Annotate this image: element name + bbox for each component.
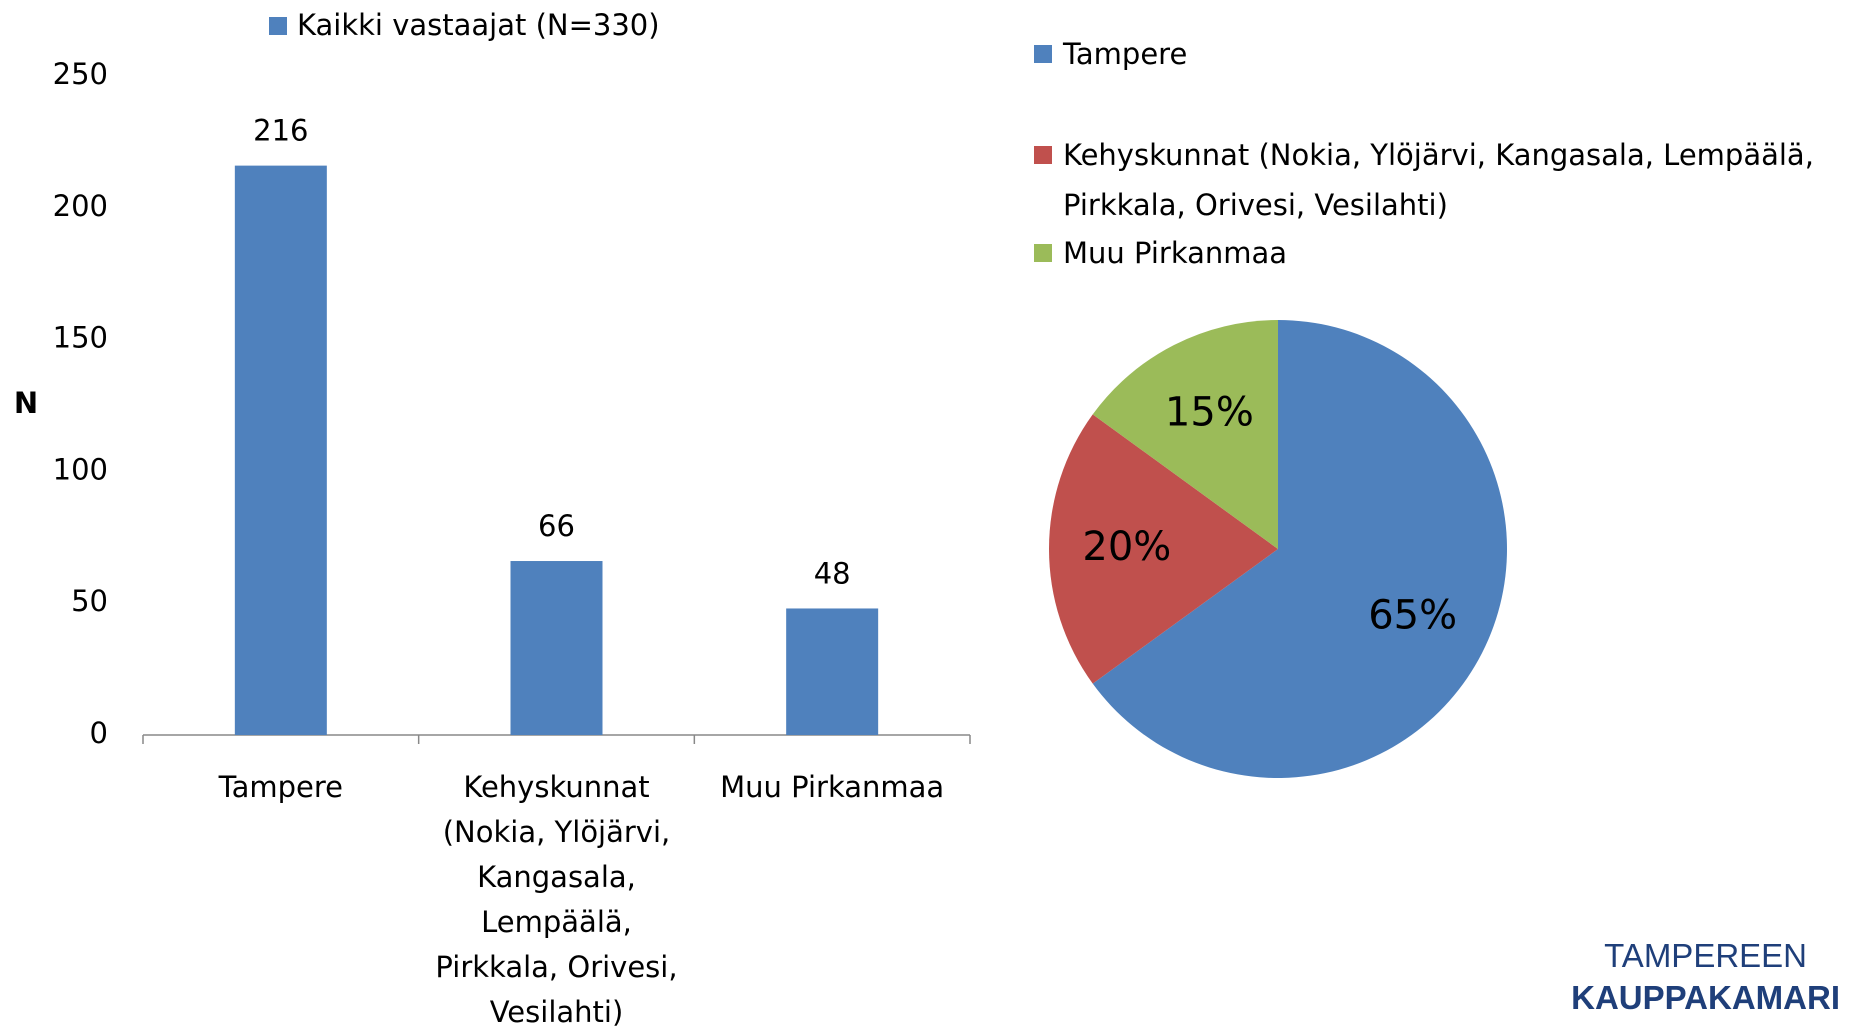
legend-label: Muu Pirkanmaa (1063, 236, 1288, 270)
bar (786, 608, 879, 735)
legend-swatch (1034, 244, 1052, 262)
x-tick-label: Muu Pirkanmaa (720, 770, 945, 804)
data-label: 66 (538, 509, 575, 543)
bar (510, 561, 603, 735)
pie-slice (1049, 414, 1278, 684)
data-label: 48 (814, 556, 851, 590)
legend-swatch (1034, 146, 1052, 164)
pie-slice (1092, 320, 1507, 778)
legend-label: Tampere (1063, 37, 1188, 71)
data-label: 20% (1082, 524, 1171, 570)
legend-swatch (1034, 45, 1052, 63)
logo: TAMPEREEN KAUPPAKAMARI (1571, 935, 1840, 1019)
logo-line: KAUPPAKAMARI (1571, 979, 1840, 1016)
y-axis-label: N (14, 386, 38, 420)
data-label: 216 (253, 114, 308, 148)
legend-label: Kehyskunnat (Nokia, Ylöjärvi, Kangasala,… (1063, 138, 1814, 222)
bar (234, 165, 327, 735)
pie-slice (1092, 320, 1278, 549)
logo-line: TAMPEREEN (1604, 937, 1808, 974)
legend-swatch (269, 17, 287, 35)
data-label: 65% (1368, 593, 1457, 639)
y-tick-label: 250 (53, 57, 108, 91)
y-tick-label: 50 (71, 584, 108, 618)
data-label: 15% (1165, 389, 1254, 435)
y-tick-label: 200 (53, 189, 108, 223)
y-tick-label: 100 (53, 452, 108, 486)
legend-label: Kaikki vastaajat (N=330) (297, 8, 660, 42)
y-tick-label: 150 (53, 321, 108, 355)
y-tick-label: 0 (90, 716, 108, 750)
x-tick-label: Tampere (218, 770, 343, 804)
x-tick-label: Kehyskunnat (Nokia, Ylöjärvi, Kangasala,… (435, 770, 678, 1029)
